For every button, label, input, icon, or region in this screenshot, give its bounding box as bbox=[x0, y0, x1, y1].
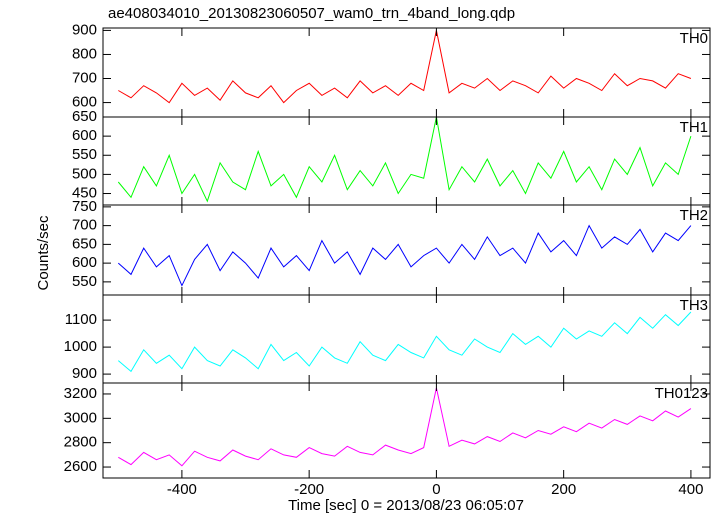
y-tick-label: 700 bbox=[72, 217, 97, 234]
x-tick-label: 200 bbox=[551, 481, 576, 498]
series-label: TH2 bbox=[680, 207, 708, 224]
y-tick-label: 700 bbox=[72, 69, 97, 86]
panel-frame bbox=[102, 27, 711, 118]
series-line bbox=[117, 311, 692, 373]
chart-title: ae408034010_20130823060507_wam0_trn_4ban… bbox=[108, 5, 515, 22]
y-tick-label: 2800 bbox=[64, 434, 97, 451]
series-label: TH0 bbox=[680, 30, 708, 47]
y-tick-label: 550 bbox=[72, 146, 97, 163]
y-tick-label: 500 bbox=[72, 165, 97, 182]
y-tick-label: 900 bbox=[72, 365, 97, 382]
y-tick-label: 3000 bbox=[64, 409, 97, 426]
y-axis-label: Counts/sec bbox=[35, 215, 52, 291]
x-tick-label: 0 bbox=[432, 481, 440, 498]
x-tick-label: -400 bbox=[167, 481, 197, 498]
y-tick-label: 800 bbox=[72, 45, 97, 62]
y-tick-label: 600 bbox=[72, 254, 97, 271]
y-tick-label: 650 bbox=[72, 235, 97, 252]
series-line bbox=[118, 30, 692, 104]
panel-frame bbox=[102, 116, 711, 206]
series-line bbox=[118, 387, 692, 467]
x-axis-label: Time [sec] 0 = 2013/08/23 06:05:07 bbox=[288, 497, 524, 514]
series-line bbox=[117, 117, 692, 203]
series-line bbox=[117, 224, 692, 287]
y-tick-label: 1100 bbox=[65, 311, 97, 328]
y-tick-label: 550 bbox=[72, 273, 97, 290]
y-tick-label: 3200 bbox=[64, 385, 97, 402]
x-tick-label: -200 bbox=[294, 481, 324, 498]
y-tick-label: 600 bbox=[72, 127, 97, 144]
series-label: TH0123 bbox=[655, 385, 708, 402]
panel-frame bbox=[102, 204, 711, 296]
y-tick-label: 900 bbox=[72, 21, 97, 38]
panel-frame bbox=[102, 382, 711, 479]
y-tick-label: 650 bbox=[72, 108, 97, 125]
y-tick-label: 1000 bbox=[64, 338, 97, 355]
x-tick-label: 400 bbox=[678, 481, 703, 498]
y-tick-label: 600 bbox=[72, 94, 97, 111]
panel-frame bbox=[102, 294, 711, 384]
y-tick-label: 2600 bbox=[64, 458, 97, 475]
y-tick-label: 450 bbox=[72, 184, 97, 201]
series-label: TH1 bbox=[680, 119, 708, 136]
series-label: TH3 bbox=[680, 297, 708, 314]
y-tick-label: 750 bbox=[72, 198, 97, 215]
